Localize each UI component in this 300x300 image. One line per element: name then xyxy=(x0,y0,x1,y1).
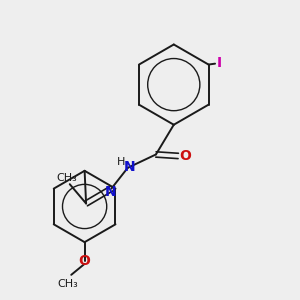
Text: O: O xyxy=(180,149,192,163)
Text: CH₃: CH₃ xyxy=(57,279,78,289)
Text: N: N xyxy=(104,185,116,199)
Text: H: H xyxy=(117,158,125,167)
Text: CH₃: CH₃ xyxy=(56,172,77,183)
Text: I: I xyxy=(216,56,221,70)
Text: N: N xyxy=(123,160,135,174)
Text: O: O xyxy=(79,254,91,268)
